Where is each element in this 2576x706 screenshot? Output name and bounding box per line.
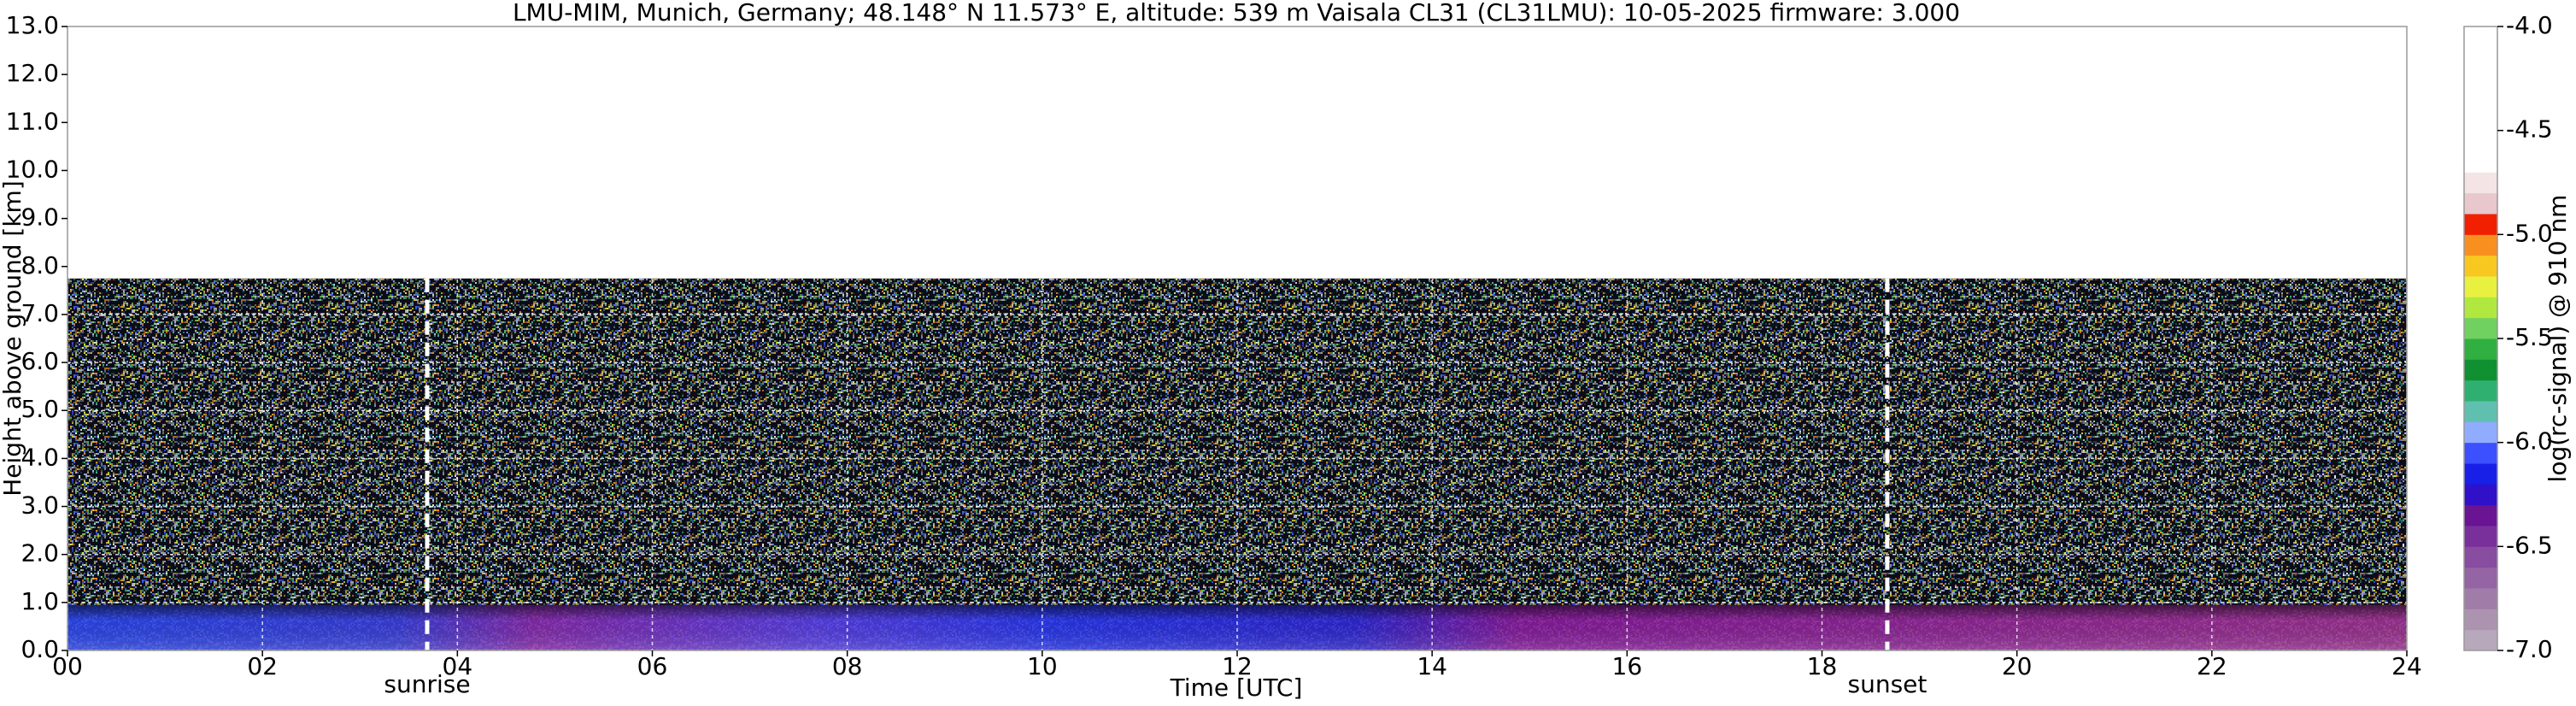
y-tick-label: 3.0 [21, 491, 59, 520]
colorbar-swatch [2464, 588, 2497, 609]
colorbar-swatch [2464, 68, 2497, 90]
y-tick-label: 4.0 [21, 443, 59, 471]
colorbar-swatch [2464, 172, 2497, 194]
y-tick-label: 11.0 [6, 107, 59, 135]
x-tick-label: 02 [247, 652, 278, 680]
annotation-label: sunrise [384, 670, 470, 698]
colorbar-tick-label: -5.5 [2506, 323, 2553, 351]
chart-title: LMU-MIM, Munich, Germany; 48.148° N 11.5… [513, 0, 1960, 26]
x-tick-label: 10 [1027, 652, 1058, 680]
y-tick-label: 8.0 [21, 251, 59, 279]
x-tick-label: 04 [443, 652, 473, 680]
colorbar-swatch [2464, 504, 2497, 527]
colorbar-tick-label: -6.5 [2506, 531, 2553, 559]
y-tick-label: 0.0 [21, 635, 59, 663]
y-tick-label: 7.0 [21, 299, 59, 327]
colorbar-swatch [2464, 609, 2497, 631]
x-tick-label: 22 [2197, 652, 2227, 680]
x-tick-label: 18 [1807, 652, 1838, 680]
y-tick-label: 13.0 [6, 11, 59, 39]
colorbar-swatch [2464, 130, 2497, 152]
colorbar-swatch [2464, 47, 2497, 69]
colorbar-swatch [2464, 151, 2497, 173]
x-tick-label: 00 [52, 652, 83, 680]
colorbar-tick-label: -4.0 [2506, 11, 2553, 39]
y-tick-label: 1.0 [21, 587, 59, 615]
colorbar-tick-label: -7.0 [2506, 635, 2553, 663]
colorbar-swatch [2464, 546, 2497, 568]
y-tick-label: 12.0 [6, 59, 59, 87]
colorbar-swatch [2464, 442, 2497, 464]
x-tick-label: 14 [1417, 652, 1447, 680]
colorbar-swatch [2464, 317, 2497, 339]
colorbar-swatch [2464, 255, 2497, 277]
colorbar-swatch [2464, 338, 2497, 360]
annotation-label: sunset [1847, 670, 1927, 698]
colorbar-swatch [2464, 89, 2497, 110]
colorbar-swatch [2464, 276, 2497, 297]
colorbar-label: log(rc-signal) @ 910 nm [2544, 195, 2572, 483]
colorbar-swatch [2464, 26, 2497, 48]
colorbar-swatch [2464, 484, 2497, 506]
y-tick-label: 9.0 [21, 203, 59, 232]
colorbar-swatch [2464, 629, 2497, 651]
x-tick-label: 12 [1222, 652, 1253, 680]
colorbar-swatch [2464, 421, 2497, 444]
x-tick-label: 24 [2391, 652, 2422, 680]
y-axis-label: Height above ground [km] [0, 180, 26, 497]
colorbar-swatch [2464, 401, 2497, 422]
y-tick-label: 10.0 [6, 155, 59, 183]
colorbar-tick-label: -5.0 [2506, 219, 2553, 247]
x-axis-label: Time [UTC] [1170, 674, 1303, 702]
colorbar-tick-label: -4.5 [2506, 115, 2553, 144]
x-tick-label: 16 [1612, 652, 1643, 680]
colorbar-swatch [2464, 234, 2497, 256]
colorbar-swatch [2464, 379, 2497, 402]
x-tick-label: 06 [637, 652, 668, 680]
y-tick-label: 2.0 [21, 539, 59, 568]
colorbar-swatch [2464, 192, 2497, 215]
x-tick-label: 08 [832, 652, 863, 680]
colorbar-swatch [2464, 463, 2497, 485]
y-tick-label: 5.0 [21, 395, 59, 423]
colorbar-swatch [2464, 109, 2497, 132]
colorbar-swatch [2464, 297, 2497, 319]
colorbar-tick-label: -6.0 [2506, 427, 2553, 456]
colorbar-swatch [2464, 214, 2497, 235]
colorbar-swatch [2464, 359, 2497, 381]
colorbar-swatch [2464, 526, 2497, 547]
colorbar-swatch [2464, 567, 2497, 589]
y-tick-label: 6.0 [21, 347, 59, 375]
x-tick-label: 20 [2002, 652, 2033, 680]
